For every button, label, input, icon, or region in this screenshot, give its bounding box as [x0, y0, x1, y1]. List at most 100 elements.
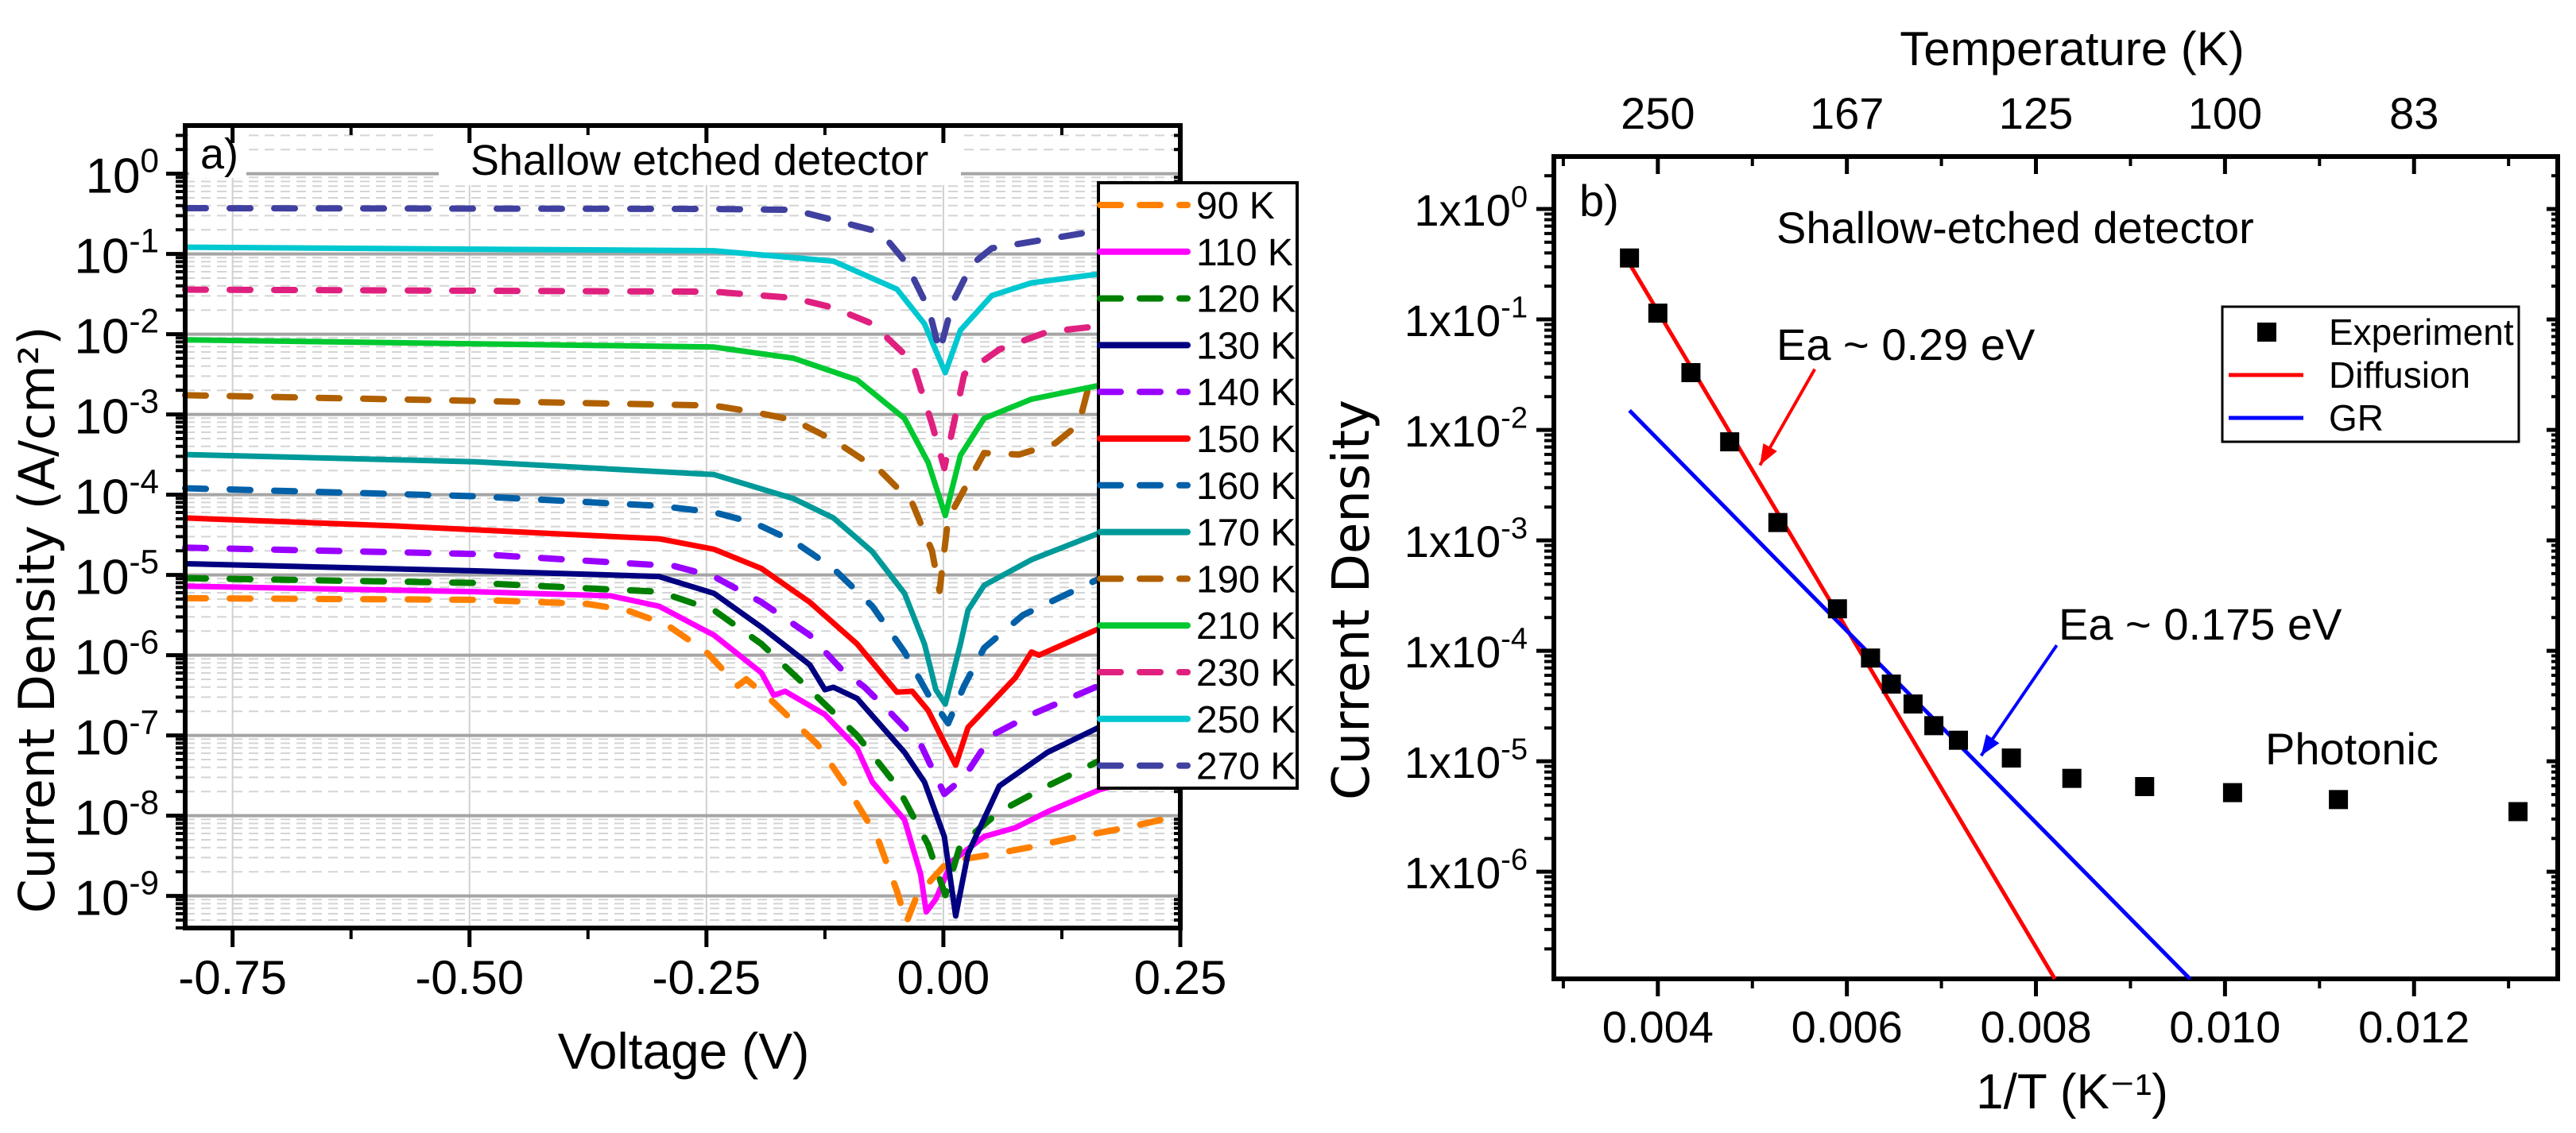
- tick-label-exponent: 0: [1511, 181, 1528, 215]
- y-tick-label: 10-2: [75, 303, 159, 365]
- top-tick-label: 250: [1621, 88, 1695, 138]
- x-tick-label: 0.006: [1792, 1002, 1903, 1052]
- tick-label-exponent: -9: [130, 864, 159, 902]
- tick-label-base: 10: [86, 149, 141, 204]
- curve-230k: [182, 286, 1183, 472]
- panel-label: b): [1579, 176, 1619, 226]
- tick-label-base: 10: [75, 390, 130, 445]
- legend-label: 270 K: [1196, 746, 1296, 788]
- y-tick-label: 10-1: [75, 222, 159, 284]
- experiment-data-point: [1648, 304, 1668, 323]
- experiment-data-point: [1681, 362, 1701, 382]
- gr-arrow-head: [1981, 734, 2000, 756]
- legend-label: 120 K: [1196, 279, 1296, 321]
- tick-label-base: 10: [75, 791, 130, 846]
- experiment-data-point: [1924, 716, 1944, 736]
- chart-title: Shallow-etched detector: [1776, 203, 2254, 253]
- y-tick-label: 1x10-4: [1404, 623, 1528, 678]
- curve-250k: [184, 244, 1181, 376]
- experiment-data-point: [2329, 790, 2349, 810]
- x-axis-label: Voltage (V): [558, 1023, 810, 1080]
- tick-label-exponent: -5: [130, 543, 159, 581]
- legend-item: 250 K: [1097, 699, 1296, 741]
- tick-label-base: 10: [75, 872, 130, 926]
- y-tick-label: 1x10-6: [1404, 844, 1528, 899]
- legend-label: 210 K: [1196, 605, 1296, 648]
- experiment-data-point: [2135, 776, 2155, 796]
- title-background: [439, 131, 961, 185]
- curve-270k: [182, 205, 1183, 355]
- y-tick-label: 10-4: [75, 463, 159, 525]
- y-tick-label: 1x10-3: [1404, 512, 1528, 567]
- curve-190k: [182, 363, 1183, 594]
- tick-label-exponent: -2: [130, 303, 159, 340]
- plot-frame: [1551, 154, 2560, 981]
- tick-label-base: 1x10: [1404, 406, 1501, 456]
- curve-160k: [182, 485, 1183, 727]
- panel-b-arrhenius-chart: 0.004 0.006 0.008 0.010 0.012 250 167 125 100 83 1…: [1323, 22, 2560, 1119]
- x-tick-label: -0.75: [178, 951, 287, 1004]
- diffusion-activation-energy-label: Ea ~ 0.29 eV: [1776, 319, 2036, 369]
- chart-title: Shallow etched detector: [471, 137, 928, 184]
- tick-label-base: 1x10: [1414, 185, 1510, 235]
- tick-label-exponent: -3: [1501, 512, 1528, 546]
- legend-label: 130 K: [1196, 325, 1296, 367]
- tick-label-exponent: -1: [130, 222, 159, 260]
- experiment-data-point: [1881, 674, 1901, 694]
- experiment-data-point: [1949, 730, 1969, 750]
- top-axis-label: Temperature (K): [1900, 22, 2244, 75]
- legend-item: 90 K: [1097, 185, 1275, 227]
- experiment-data-point: [1720, 432, 1740, 452]
- curve-140k: [182, 544, 1183, 798]
- series: [1620, 248, 2528, 980]
- y-tick-label: 10-7: [75, 704, 159, 766]
- tick-label-base: 10: [75, 551, 130, 605]
- curve-130k: [184, 561, 1181, 919]
- legend-marker-experiment: [2257, 323, 2276, 342]
- tick-label-exponent: -6: [1501, 844, 1528, 877]
- experiment-data-point: [2508, 802, 2528, 822]
- legend-item: 120 K: [1097, 279, 1296, 321]
- legend-label: 160 K: [1196, 466, 1296, 508]
- legend-item: 140 K: [1097, 372, 1296, 414]
- diffusion-fit-line: [1627, 262, 2057, 980]
- y-tick-label: 1x10-2: [1404, 402, 1528, 457]
- tick-label-exponent: -3: [130, 383, 159, 420]
- experiment-data-point: [2222, 783, 2242, 802]
- legend-item: 230 K: [1097, 652, 1296, 694]
- tick-label-exponent: -7: [130, 704, 159, 741]
- panel-label-background: [189, 129, 246, 178]
- tick-label-base: 10: [75, 470, 130, 525]
- legend-label: 250 K: [1196, 699, 1296, 741]
- legend-label: GR: [2329, 397, 2384, 439]
- legend-label: Experiment: [2329, 311, 2514, 353]
- curve-210k: [184, 337, 1181, 519]
- x-tick-label: 0.010: [2169, 1002, 2280, 1052]
- y-tick-label: 10-6: [75, 624, 159, 686]
- y-tick-label: 1x10-1: [1404, 292, 1528, 346]
- photonic-label: Photonic: [2265, 724, 2438, 774]
- tick-label-exponent: -4: [1501, 623, 1528, 656]
- legend-label: Diffusion: [2329, 354, 2470, 396]
- legend-item: 270 K: [1097, 746, 1296, 788]
- legend-item: 150 K: [1097, 419, 1296, 461]
- tick-label-exponent: -2: [1501, 402, 1528, 435]
- curve-170k: [184, 451, 1181, 707]
- legend-item: 160 K: [1097, 466, 1296, 508]
- tick-label-base: 1x10: [1404, 737, 1501, 787]
- tick-label-exponent: -6: [130, 624, 159, 661]
- experiment-data-point: [2062, 768, 2082, 788]
- x-tick-label: -0.50: [415, 951, 524, 1004]
- legend-item: 110 K: [1097, 232, 1293, 274]
- legend-item: 190 K: [1097, 559, 1296, 601]
- x-tick-label: 0.25: [1134, 951, 1227, 1004]
- tick-label-base: 1x10: [1404, 516, 1501, 566]
- x-tick-label: 0.004: [1602, 1002, 1714, 1052]
- experiment-data-point: [1620, 248, 1640, 268]
- legend-label: 230 K: [1196, 652, 1296, 694]
- tick-label-exponent: -5: [1501, 733, 1528, 767]
- y-tick-label: 1x100: [1414, 181, 1528, 236]
- experiment-data-point: [1827, 599, 1847, 619]
- experiment-data-point: [1768, 512, 1788, 532]
